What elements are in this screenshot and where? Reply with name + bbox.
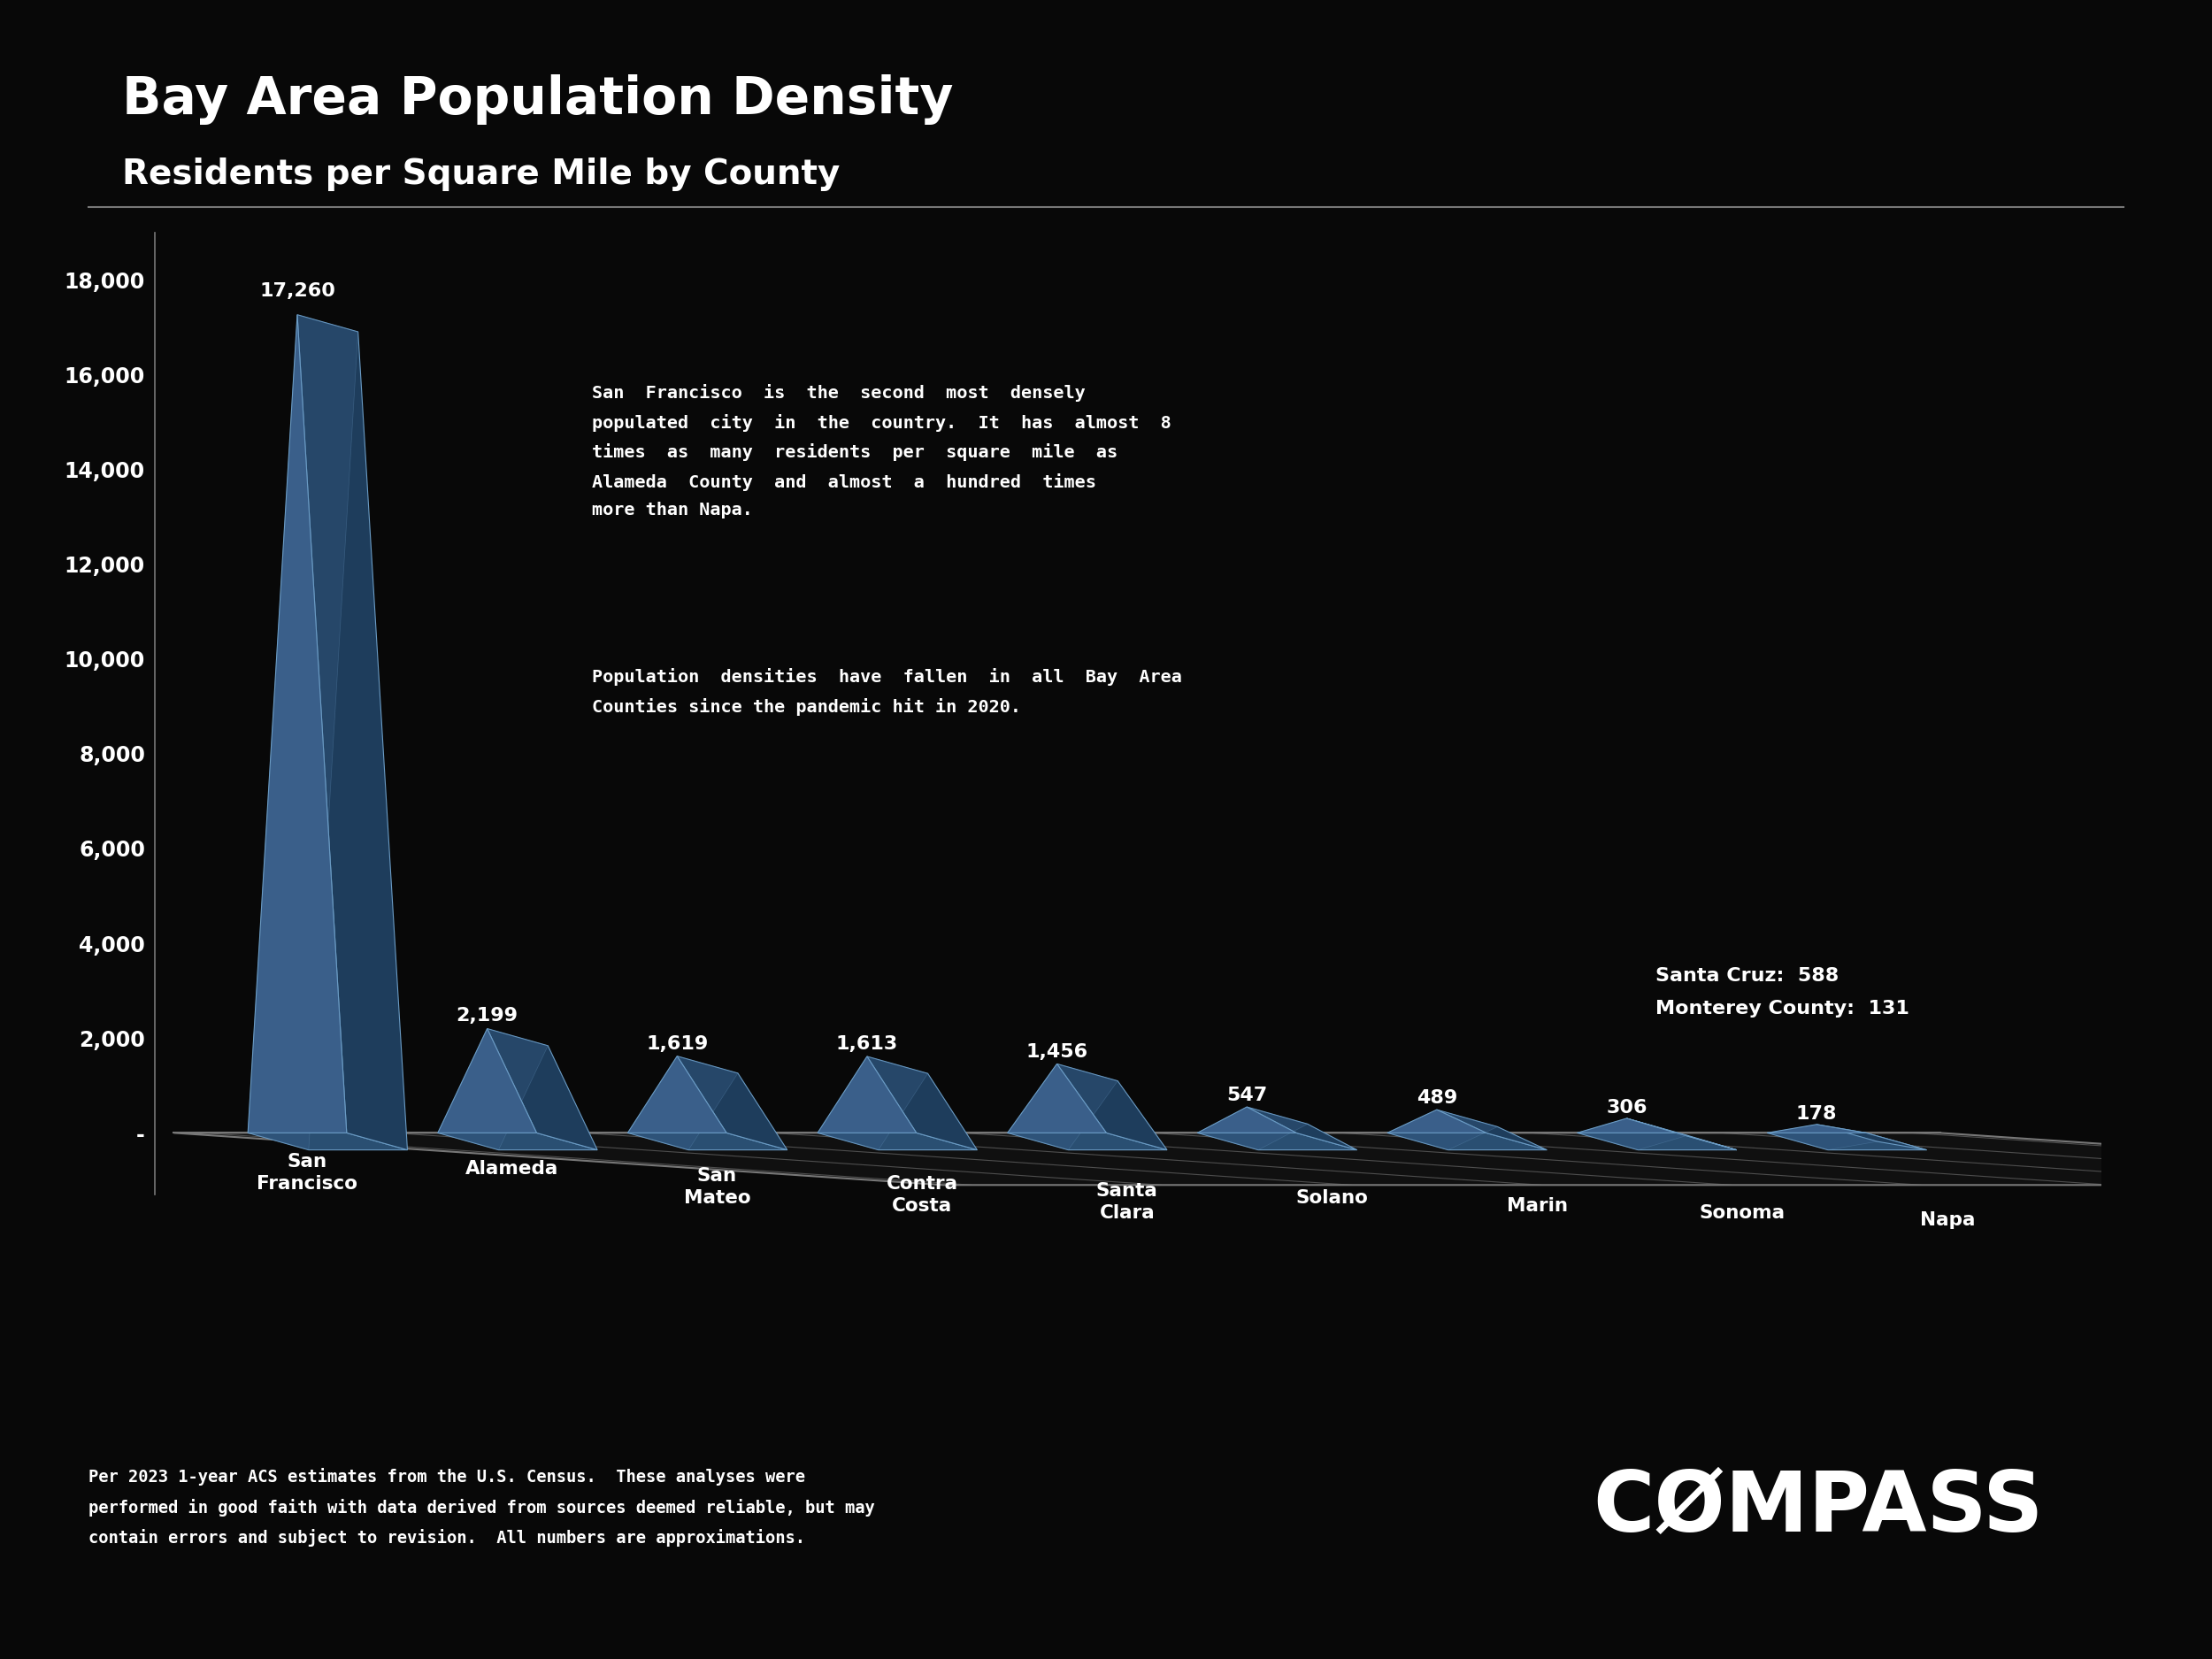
Polygon shape [1626,1118,1736,1150]
Polygon shape [1767,1125,1878,1150]
Polygon shape [818,1057,916,1133]
Polygon shape [487,1029,597,1150]
Polygon shape [1816,1125,1927,1150]
Polygon shape [1387,1110,1498,1150]
Text: 489: 489 [1416,1090,1458,1107]
Polygon shape [1057,1063,1168,1150]
Text: 1,456: 1,456 [1026,1044,1088,1060]
Polygon shape [1387,1110,1486,1133]
Polygon shape [628,1057,726,1133]
Polygon shape [248,315,347,1133]
Text: 306: 306 [1606,1098,1648,1117]
Text: 547: 547 [1225,1087,1267,1105]
Text: Sonoma: Sonoma [1699,1204,1785,1223]
Polygon shape [1006,1063,1106,1133]
Polygon shape [1006,1063,1117,1150]
Text: Contra
Costa: Contra Costa [887,1175,958,1214]
Text: Per 2023 1-year ACS estimates from the U.S. Census.  These analyses were
perform: Per 2023 1-year ACS estimates from the U… [88,1468,876,1546]
Polygon shape [677,1057,787,1150]
Polygon shape [1197,1133,1356,1150]
Polygon shape [438,1133,597,1150]
Text: San  Francisco  is  the  second  most  densely
populated  city  in  the  country: San Francisco is the second most densely… [591,383,1170,519]
Polygon shape [1387,1133,1546,1150]
Polygon shape [1438,1110,1546,1150]
Text: Solano: Solano [1296,1190,1369,1208]
Polygon shape [1577,1118,1688,1150]
Polygon shape [438,1029,538,1133]
Text: Napa: Napa [1920,1211,1975,1229]
Polygon shape [818,1133,978,1150]
Text: Population  densities  have  fallen  in  all  Bay  Area
Counties since the pande: Population densities have fallen in all … [591,669,1181,715]
Text: San
Francisco: San Francisco [257,1153,356,1193]
Polygon shape [248,315,358,1150]
Polygon shape [1767,1125,1867,1133]
Text: Marin: Marin [1506,1196,1568,1214]
Text: Residents per Square Mile by County: Residents per Square Mile by County [122,158,841,191]
Text: Alameda: Alameda [465,1160,557,1178]
Polygon shape [818,1057,927,1150]
Polygon shape [628,1133,787,1150]
Polygon shape [438,1029,549,1150]
Text: CØMPASS: CØMPASS [1593,1468,2044,1550]
Polygon shape [296,315,407,1150]
Text: 178: 178 [1796,1105,1838,1123]
Text: 2,199: 2,199 [456,1007,518,1024]
Text: San
Mateo: San Mateo [684,1168,750,1208]
Text: 1,619: 1,619 [646,1035,708,1053]
Polygon shape [1767,1133,1927,1150]
Polygon shape [1577,1118,1677,1133]
Polygon shape [628,1057,739,1150]
Polygon shape [1197,1107,1296,1133]
Polygon shape [175,1133,2212,1185]
Polygon shape [248,1133,407,1150]
Polygon shape [1197,1107,1307,1150]
Polygon shape [1006,1133,1168,1150]
Text: 1,613: 1,613 [836,1035,898,1053]
Text: Santa
Clara: Santa Clara [1097,1183,1159,1221]
Polygon shape [1248,1107,1356,1150]
Polygon shape [1577,1133,1736,1150]
Text: Santa Cruz:  588
Monterey County:  131: Santa Cruz: 588 Monterey County: 131 [1655,967,1909,1019]
Polygon shape [867,1057,978,1150]
Text: 17,260: 17,260 [259,282,336,300]
Text: Bay Area Population Density: Bay Area Population Density [122,75,953,124]
